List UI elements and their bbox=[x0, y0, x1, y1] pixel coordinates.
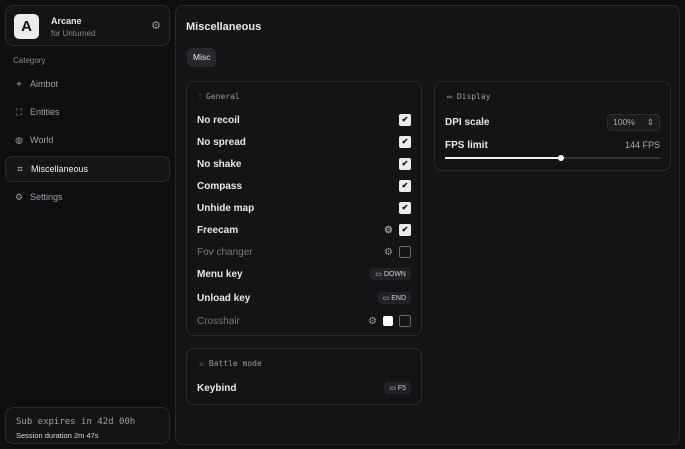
setting-row: No recoil ✔ bbox=[197, 112, 411, 128]
setting-row: Menu key ▭ DOWN bbox=[197, 266, 411, 282]
general-card: ⫶ General No recoil ✔ No spread ✔ No shake ✔ Co… bbox=[186, 81, 422, 336]
sidebar-item-label: Aimbot bbox=[30, 79, 59, 89]
setting-row: Fov changer ⚙ bbox=[197, 244, 411, 260]
setting-label: Fov changer bbox=[197, 246, 253, 258]
keybind-row: Keybind ▭ F5 bbox=[197, 380, 411, 396]
setting-row: Freecam ⚙ ✔ bbox=[197, 222, 411, 238]
sliders-icon: ⫶ bbox=[199, 92, 201, 101]
sidebar-item-entities[interactable]: ⛶ Entities bbox=[5, 99, 170, 125]
sidebar-item-label: Settings bbox=[30, 192, 63, 202]
category-label: Category bbox=[13, 56, 46, 65]
chevron-updown-icon: ⇕ bbox=[646, 116, 654, 127]
key-value: DOWN bbox=[383, 271, 406, 278]
sidebar-item-world[interactable]: ◍ World bbox=[5, 127, 170, 153]
gear-icon[interactable]: ⚙ bbox=[384, 246, 393, 258]
dpi-label: DPI scale bbox=[445, 116, 490, 128]
key-value: F5 bbox=[397, 385, 406, 392]
sidebar-item-label: Miscellaneous bbox=[31, 164, 89, 174]
setting-label: No shake bbox=[197, 158, 242, 170]
sub-expiry: Sub expires in 42d 00h bbox=[16, 417, 136, 427]
setting-label: Crosshair bbox=[197, 315, 240, 327]
globe-icon: ◍ bbox=[15, 134, 23, 145]
gear-icon[interactable]: ⚙ bbox=[384, 224, 393, 236]
keybind-button[interactable]: ▭ F5 bbox=[384, 382, 411, 394]
checkbox[interactable] bbox=[399, 315, 411, 327]
main-panel: Miscellaneous Misc ⫶ General No recoil ✔ No… bbox=[175, 5, 680, 445]
dpi-row: DPI scale 100% ⇕ bbox=[445, 113, 660, 131]
logo: A bbox=[14, 14, 39, 39]
dpi-select[interactable]: 100% ⇕ bbox=[607, 113, 660, 131]
page-title: Miscellaneous bbox=[186, 21, 262, 33]
checkbox[interactable]: ✔ bbox=[399, 202, 411, 214]
app-subtitle: for Unturned bbox=[51, 29, 96, 38]
setting-row: Compass ✔ bbox=[197, 178, 411, 194]
crosshair-icon: ⌖ bbox=[16, 78, 22, 89]
setting-row: Unload key ▭ END bbox=[197, 290, 411, 306]
session-duration: Session duration 2m 47s bbox=[16, 431, 99, 440]
battle-mode-card: ⚔ Battle mode Keybind ▭ F5 bbox=[186, 348, 422, 405]
settings-gear-icon[interactable]: ⚙ bbox=[151, 20, 161, 32]
gear-icon: ⚙ bbox=[14, 191, 24, 202]
tab-misc[interactable]: Misc bbox=[187, 48, 217, 67]
color-swatch[interactable] bbox=[383, 316, 393, 326]
key-value: END bbox=[391, 295, 406, 302]
fps-slider-fill bbox=[445, 155, 565, 161]
sidebar-item-settings[interactable]: ⚙ Settings bbox=[5, 184, 170, 210]
grid-icon: ⌗ bbox=[17, 163, 23, 174]
setting-label: No spread bbox=[197, 136, 246, 148]
subscription-card: Sub expires in 42d 00h Session duration … bbox=[5, 407, 170, 444]
setting-label: Menu key bbox=[197, 268, 243, 280]
setting-label: Unload key bbox=[197, 292, 251, 304]
checkbox[interactable]: ✔ bbox=[399, 180, 411, 192]
brand-card: A Arcane for Unturned ⚙ bbox=[5, 5, 170, 46]
setting-label: No recoil bbox=[197, 114, 240, 126]
fps-row: FPS limit 144 FPS bbox=[445, 137, 660, 153]
setting-row: Crosshair ⚙ bbox=[197, 313, 411, 329]
checkbox[interactable]: ✔ bbox=[399, 158, 411, 170]
sidebar-item-miscellaneous[interactable]: ⌗ Miscellaneous bbox=[5, 156, 170, 182]
display-card: ▭ Display DPI scale 100% ⇕ FPS limit 144 FP… bbox=[434, 81, 671, 171]
sidebar-item-label: World bbox=[30, 135, 54, 145]
sidebar-item-label: Entities bbox=[30, 107, 60, 117]
keybind-label: Keybind bbox=[197, 382, 237, 394]
dpi-value: 100% bbox=[613, 116, 635, 127]
checkbox[interactable]: ✔ bbox=[399, 114, 411, 126]
setting-label: Freecam bbox=[197, 224, 239, 236]
checkbox[interactable]: ✔ bbox=[399, 136, 411, 148]
fps-slider[interactable] bbox=[445, 155, 660, 161]
setting-row: No shake ✔ bbox=[197, 156, 411, 172]
scan-icon: ⛶ bbox=[15, 106, 23, 117]
sidebar-item-aimbot[interactable]: ⌖ Aimbot bbox=[5, 71, 170, 97]
gear-icon[interactable]: ⚙ bbox=[368, 315, 377, 327]
checkbox[interactable]: ✔ bbox=[399, 224, 411, 236]
display-header: ▭ Display bbox=[447, 92, 491, 101]
fps-value: 144 FPS bbox=[624, 140, 660, 150]
section-title: General bbox=[206, 92, 240, 101]
battle-header: ⚔ Battle mode bbox=[199, 359, 262, 368]
monitor-icon: ▭ bbox=[447, 92, 452, 101]
section-title: Display bbox=[456, 92, 491, 101]
swords-icon: ⚔ bbox=[199, 359, 204, 368]
setting-row: No spread ✔ bbox=[197, 134, 411, 150]
section-title: Battle mode bbox=[208, 359, 262, 368]
setting-label: Unhide map bbox=[197, 202, 255, 214]
keybind-button[interactable]: ▭ DOWN bbox=[370, 268, 411, 280]
setting-label: Compass bbox=[197, 180, 243, 192]
fps-slider-thumb[interactable] bbox=[558, 155, 565, 161]
setting-row: Unhide map ✔ bbox=[197, 200, 411, 216]
app-name: Arcane bbox=[51, 16, 82, 26]
general-header: ⫶ General bbox=[199, 92, 240, 102]
keybind-button[interactable]: ▭ END bbox=[377, 292, 411, 304]
checkbox[interactable] bbox=[399, 246, 411, 258]
fps-label: FPS limit bbox=[445, 139, 488, 151]
